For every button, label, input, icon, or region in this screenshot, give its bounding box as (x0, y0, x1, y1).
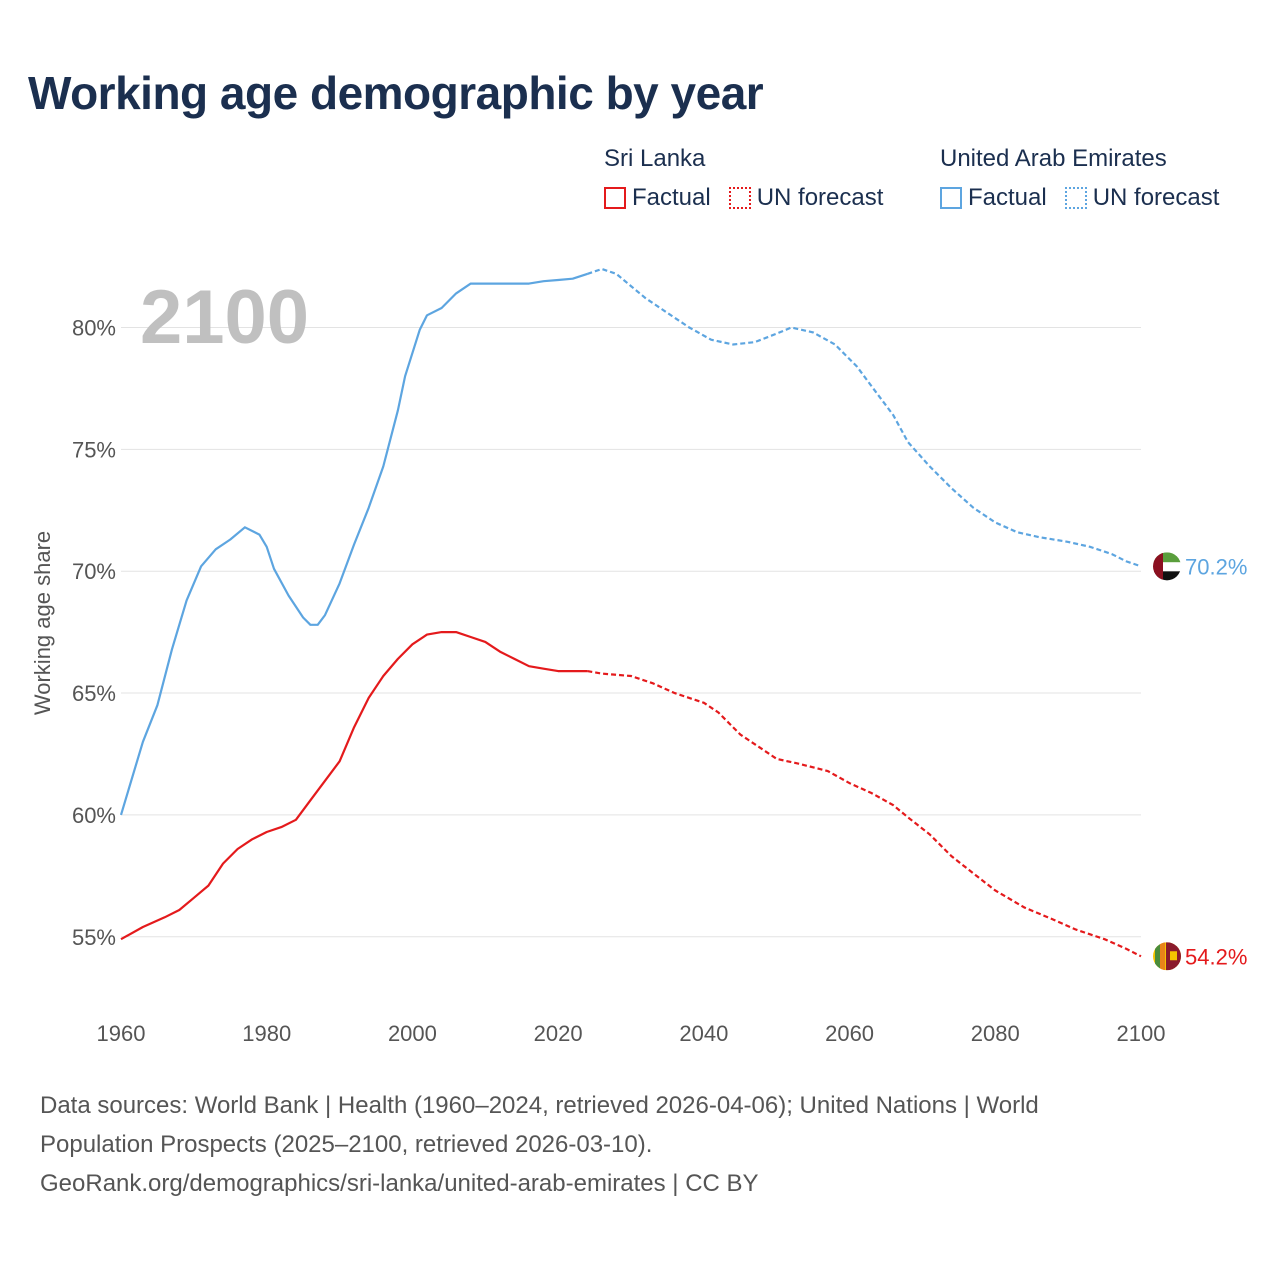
x-tick-label: 2060 (825, 1021, 874, 1046)
legend-swatch-dotted (1064, 187, 1087, 209)
end-value-label: 70.2% (1185, 554, 1247, 579)
legend-swatch-dotted (728, 187, 751, 209)
end-markers: 54.2% 70.2% (1153, 552, 1247, 971)
legend-label: Factual (968, 184, 1047, 211)
x-tick-label: 2100 (1117, 1021, 1166, 1046)
y-tick-label: 70% (72, 559, 116, 584)
legend-group-uae: United Arab Emirates Factual UN forecast (940, 142, 1237, 212)
legend-swatch-solid (604, 187, 626, 209)
y-tick-label: 60% (72, 803, 116, 828)
y-tick-label: 55% (72, 925, 116, 950)
sri-lanka-flag-icon (1153, 942, 1181, 971)
legend-label: UN forecast (1092, 184, 1220, 211)
end-value-label: 54.2% (1185, 944, 1247, 969)
x-tick-label: 2080 (971, 1021, 1020, 1046)
series-line-factual[interactable] (120, 631, 588, 941)
x-tick-label: 1980 (242, 1021, 291, 1046)
uae-flag-icon (1153, 552, 1181, 581)
x-axis-ticks: 1960 1980 2000 2020 2040 2060 2080 2100 (97, 1021, 1166, 1046)
y-tick-label: 80% (72, 315, 116, 340)
legend-entry-factual[interactable]: Factual (604, 184, 711, 212)
source-line: Data sources: World Bank | Health (1960–… (40, 1092, 1039, 1119)
y-axis-label: Working age share (30, 531, 55, 715)
legend-entry-factual[interactable]: Factual (940, 184, 1047, 212)
year-watermark: 2100 (140, 275, 309, 360)
legend-entry-forecast[interactable]: UN forecast (1064, 184, 1220, 212)
source-note: Data sources: World Bank | Health (1960–… (40, 1086, 1220, 1203)
legend-group-name: United Arab Emirates (940, 145, 1167, 172)
legend-swatch-solid (940, 187, 962, 209)
x-tick-label: 2020 (534, 1021, 583, 1046)
legend-label: Factual (632, 184, 711, 211)
source-line[interactable]: GeoRank.org/demographics/sri-lanka/unite… (40, 1170, 759, 1197)
legend-entry-forecast[interactable]: UN forecast (728, 184, 884, 212)
y-axis-ticks: 55% 60% 65% 70% 75% 80% (72, 315, 116, 949)
x-tick-label: 2040 (679, 1021, 728, 1046)
legend-group-name: Sri Lanka (604, 145, 706, 172)
gridlines (121, 326, 1141, 938)
series-line-factual[interactable] (119, 272, 588, 816)
series-line-forecast[interactable] (587, 670, 1142, 958)
legend-label: UN forecast (756, 184, 884, 211)
y-tick-label: 65% (72, 681, 116, 706)
series-line-forecast[interactable] (586, 267, 1142, 568)
source-line: Population Prospects (2025–2100, retriev… (40, 1131, 653, 1158)
x-tick-label: 2000 (388, 1021, 437, 1046)
legend-group-sri-lanka: Sri Lanka Factual UN forecast (604, 142, 901, 212)
x-tick-label: 1960 (97, 1021, 146, 1046)
line-chart: 2100 55% 60% 65% 70% 75% 80% 1960 1980 2000 2020… (30, 267, 1247, 1046)
y-tick-label: 75% (72, 437, 116, 462)
series-lines (119, 267, 1142, 958)
chart-title: Working age demographic by year (28, 67, 764, 119)
